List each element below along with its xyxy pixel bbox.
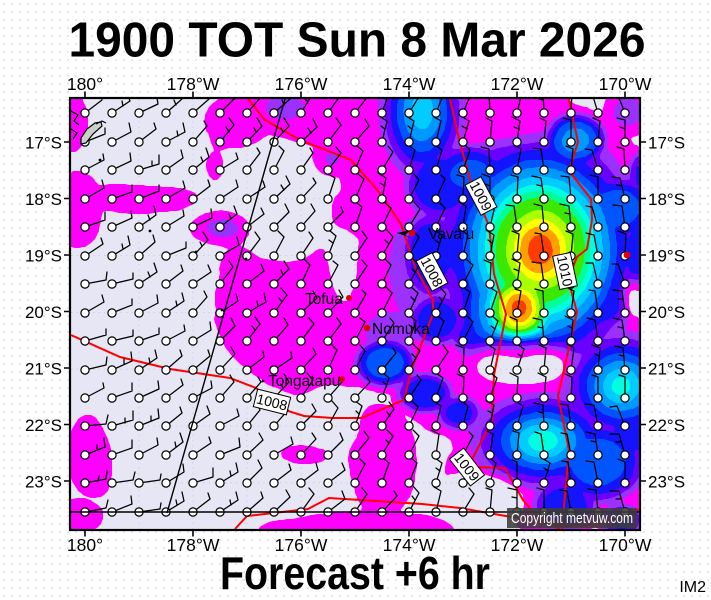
svg-text:23°S: 23°S [25, 473, 62, 492]
svg-text:19°S: 19°S [648, 247, 685, 266]
svg-text:20°S: 20°S [25, 303, 62, 322]
svg-text:18°S: 18°S [25, 190, 62, 209]
svg-text:Tongatapu: Tongatapu [268, 373, 340, 390]
svg-text:172°W: 172°W [491, 535, 544, 555]
svg-text:1900 TOT Sun 8 Mar 2026: 1900 TOT Sun 8 Mar 2026 [69, 13, 646, 68]
svg-text:170°W: 170°W [599, 535, 652, 555]
svg-text:1010: 1010 [554, 254, 576, 288]
svg-text:176°W: 176°W [275, 74, 328, 94]
svg-text:1008: 1008 [255, 390, 289, 413]
svg-text:17°S: 17°S [648, 134, 685, 153]
svg-text:174°W: 174°W [383, 535, 436, 555]
svg-text:180°: 180° [67, 74, 103, 94]
svg-text:Nomuka: Nomuka [372, 321, 430, 338]
svg-text:18°S: 18°S [648, 190, 685, 209]
svg-text:19°S: 19°S [25, 247, 62, 266]
svg-text:23°S: 23°S [648, 473, 685, 492]
svg-text:22°S: 22°S [25, 416, 62, 435]
svg-text:21°S: 21°S [25, 360, 62, 379]
svg-text:IM2: IM2 [679, 579, 706, 596]
svg-text:22°S: 22°S [648, 416, 685, 435]
svg-text:176°W: 176°W [275, 535, 328, 555]
svg-text:174°W: 174°W [383, 74, 436, 94]
svg-text:Forecast +6 hr: Forecast +6 hr [220, 547, 490, 599]
svg-text:20°S: 20°S [648, 303, 685, 322]
svg-text:21°S: 21°S [648, 360, 685, 379]
svg-text:Vavaʼu: Vavaʼu [428, 226, 474, 243]
svg-text:178°W: 178°W [167, 535, 220, 555]
svg-text:Tofua: Tofua [305, 291, 343, 308]
svg-text:172°W: 172°W [491, 74, 544, 94]
svg-text:180°: 180° [67, 535, 103, 555]
svg-text:178°W: 178°W [167, 74, 220, 94]
svg-text:170°W: 170°W [599, 74, 652, 94]
svg-text:Copyright metvuw.com: Copyright metvuw.com [511, 511, 633, 527]
svg-text:17°S: 17°S [25, 134, 62, 153]
